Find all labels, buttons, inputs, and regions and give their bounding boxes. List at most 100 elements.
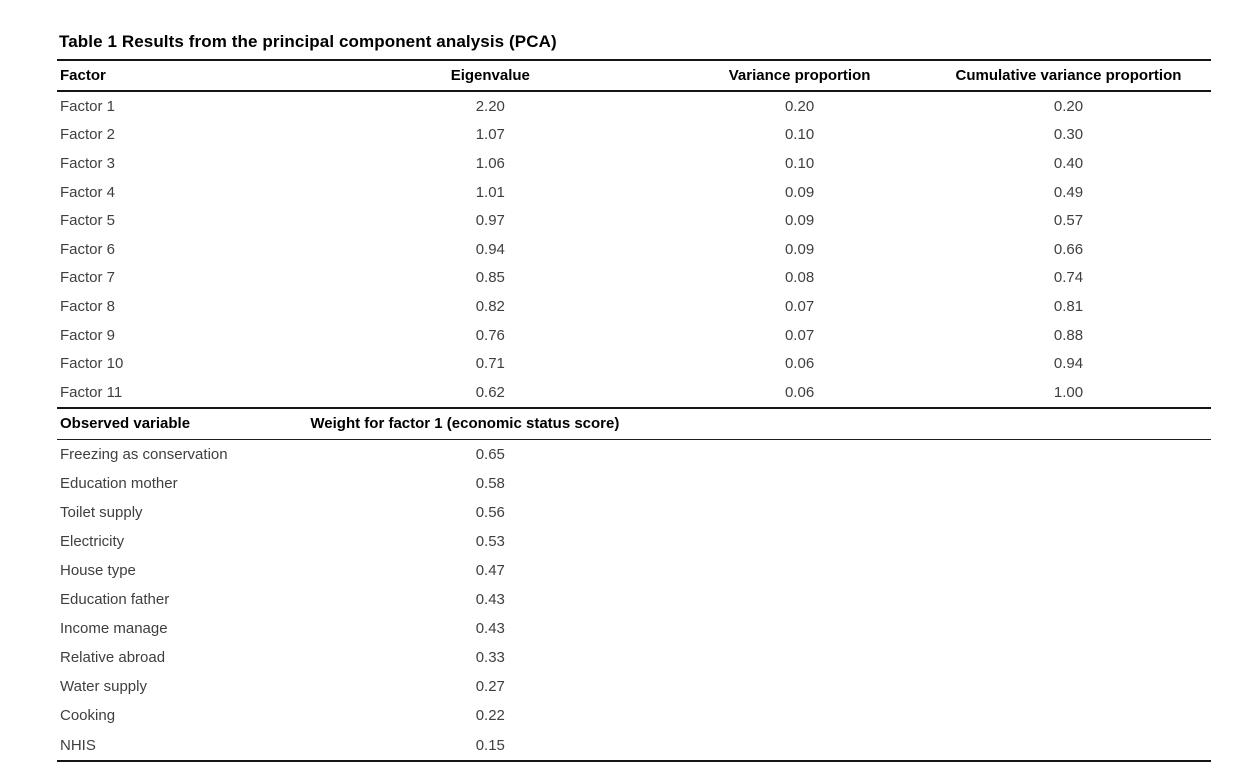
cell-value: 1.07 xyxy=(475,126,505,144)
cell-value: 0.58 xyxy=(475,474,505,492)
cell-value: 0.94 xyxy=(475,240,505,258)
weight-row: Electricity 0.53 xyxy=(57,527,1211,556)
row-label: Factor 1 xyxy=(60,97,116,115)
cell-value xyxy=(673,701,1211,730)
factor-row: Factor 8 0.82 0.07 0.81 xyxy=(57,292,1211,321)
cell-value: 0.40 xyxy=(1053,154,1084,172)
weight-row: NHIS 0.15 xyxy=(57,730,1211,760)
pca-factors-body: Factor 1 2.20 0.20 0.20 Factor 2 1.07 0.10 0.30… xyxy=(57,91,1211,407)
cell-value: 1.06 xyxy=(475,154,505,172)
pca-weights-table: Observed variable Weight for factor 1 (e… xyxy=(57,406,1211,762)
cell-value: 0.30 xyxy=(1053,126,1084,144)
row-label: Income manage xyxy=(60,620,168,638)
cell-value: 0.07 xyxy=(784,326,815,344)
cell-value: 0.06 xyxy=(784,355,815,373)
cell-value: 0.76 xyxy=(475,326,505,344)
factor-row: Factor 7 0.85 0.08 0.74 xyxy=(57,264,1211,293)
cell-value: 0.43 xyxy=(475,620,505,638)
table-block: Table 1 Results from the principal compo… xyxy=(57,0,1211,762)
cell-value: 0.33 xyxy=(475,649,505,667)
row-label: Water supply xyxy=(60,678,147,696)
cell-value: 0.10 xyxy=(784,154,815,172)
row-label: Factor 3 xyxy=(60,154,116,172)
cell-value: 0.20 xyxy=(784,97,815,115)
weights-header-row: Observed variable Weight for factor 1 (e… xyxy=(57,407,1211,440)
cell-value: 0.56 xyxy=(475,503,505,521)
row-label: Electricity xyxy=(60,532,125,550)
factor-row: Factor 2 1.07 0.10 0.30 xyxy=(57,121,1211,150)
cell-value: 0.20 xyxy=(1053,97,1084,115)
row-label: Factor 8 xyxy=(60,297,116,315)
weight-row: Toilet supply 0.56 xyxy=(57,498,1211,527)
cell-value: 0.65 xyxy=(475,445,505,463)
factor-row: Factor 6 0.94 0.09 0.66 xyxy=(57,235,1211,264)
weight-row: House type 0.47 xyxy=(57,556,1211,585)
factor-row: Factor 3 1.06 0.10 0.40 xyxy=(57,149,1211,178)
cell-value xyxy=(673,672,1211,701)
pca-factors-table: Factor Eigenvalue Variance proportion Cu… xyxy=(57,59,1211,407)
cell-value: 0.71 xyxy=(475,355,505,373)
weight-row: Freezing as conservation 0.65 xyxy=(57,439,1211,469)
cell-value: 0.74 xyxy=(1053,269,1084,287)
cell-value xyxy=(673,527,1211,556)
weight-row: Relative abroad 0.33 xyxy=(57,643,1211,672)
cell-value xyxy=(673,498,1211,527)
cell-value: 0.10 xyxy=(784,126,815,144)
cell-value: 0.27 xyxy=(475,678,505,696)
cell-value: 0.88 xyxy=(1053,326,1084,344)
cell-value: 0.82 xyxy=(475,297,505,315)
cell-value: 0.06 xyxy=(784,383,815,401)
cell-value: 1.01 xyxy=(475,183,505,201)
row-label: Factor 4 xyxy=(60,183,116,201)
weight-row: Education mother 0.58 xyxy=(57,469,1211,498)
row-label: Freezing as conservation xyxy=(60,445,228,463)
row-label: Factor 2 xyxy=(60,126,116,144)
col-header-variance-proportion: Variance proportion xyxy=(673,60,926,92)
weight-row: Water supply 0.27 xyxy=(57,672,1211,701)
cell-value: 0.47 xyxy=(475,561,505,579)
factor-row: Factor 11 0.62 0.06 1.00 xyxy=(57,378,1211,407)
cell-value xyxy=(673,469,1211,498)
cell-value: 0.09 xyxy=(784,183,815,201)
row-label: NHIS xyxy=(60,736,96,754)
pca-weights-header: Observed variable Weight for factor 1 (e… xyxy=(57,407,1211,440)
cell-value: 0.81 xyxy=(1053,297,1084,315)
row-label: Factor 11 xyxy=(60,383,123,401)
cell-value: 0.09 xyxy=(784,212,815,230)
factor-row: Factor 5 0.97 0.09 0.57 xyxy=(57,206,1211,235)
row-label: Factor 7 xyxy=(60,269,116,287)
cell-value: 0.57 xyxy=(1053,212,1084,230)
cell-value: 0.97 xyxy=(475,212,505,230)
col-header-eigenvalue: Eigenvalue xyxy=(307,60,674,92)
row-label: Cooking xyxy=(60,707,116,725)
cell-value: 0.15 xyxy=(475,736,505,754)
cell-value: 0.85 xyxy=(475,269,505,287)
cell-value: 0.09 xyxy=(784,240,815,258)
cell-value: 0.66 xyxy=(1053,240,1084,258)
row-label: Education mother xyxy=(60,474,178,492)
row-label: Factor 10 xyxy=(60,355,124,373)
cell-value: 0.49 xyxy=(1053,183,1084,201)
weight-row: Cooking 0.22 xyxy=(57,701,1211,730)
cell-value: 2.20 xyxy=(475,97,505,115)
col-header-factor: Factor xyxy=(57,60,308,92)
factors-header-row: Factor Eigenvalue Variance proportion Cu… xyxy=(57,60,1211,92)
factor-row: Factor 9 0.76 0.07 0.88 xyxy=(57,321,1211,350)
cell-value: 0.62 xyxy=(475,383,505,401)
table-title: Table 1 Results from the principal compo… xyxy=(59,32,557,51)
cell-value: 0.07 xyxy=(784,297,815,315)
col-header-observed-variable: Observed variable xyxy=(57,407,308,440)
row-label: Relative abroad xyxy=(60,649,166,667)
cell-value xyxy=(673,614,1211,643)
pca-factors-header: Factor Eigenvalue Variance proportion Cu… xyxy=(57,60,1211,92)
factor-row: Factor 1 2.20 0.20 0.20 xyxy=(57,91,1211,121)
cell-value xyxy=(673,643,1211,672)
factor-row: Factor 10 0.71 0.06 0.94 xyxy=(57,349,1211,378)
row-label: Factor 9 xyxy=(60,326,116,344)
cell-value: 0.22 xyxy=(475,707,505,725)
row-label: Toilet supply xyxy=(60,503,143,521)
row-label: Education father xyxy=(60,591,170,609)
col-header-weight-factor1: Weight for factor 1 (economic status sco… xyxy=(307,407,1211,440)
row-label: Factor 6 xyxy=(60,240,116,258)
